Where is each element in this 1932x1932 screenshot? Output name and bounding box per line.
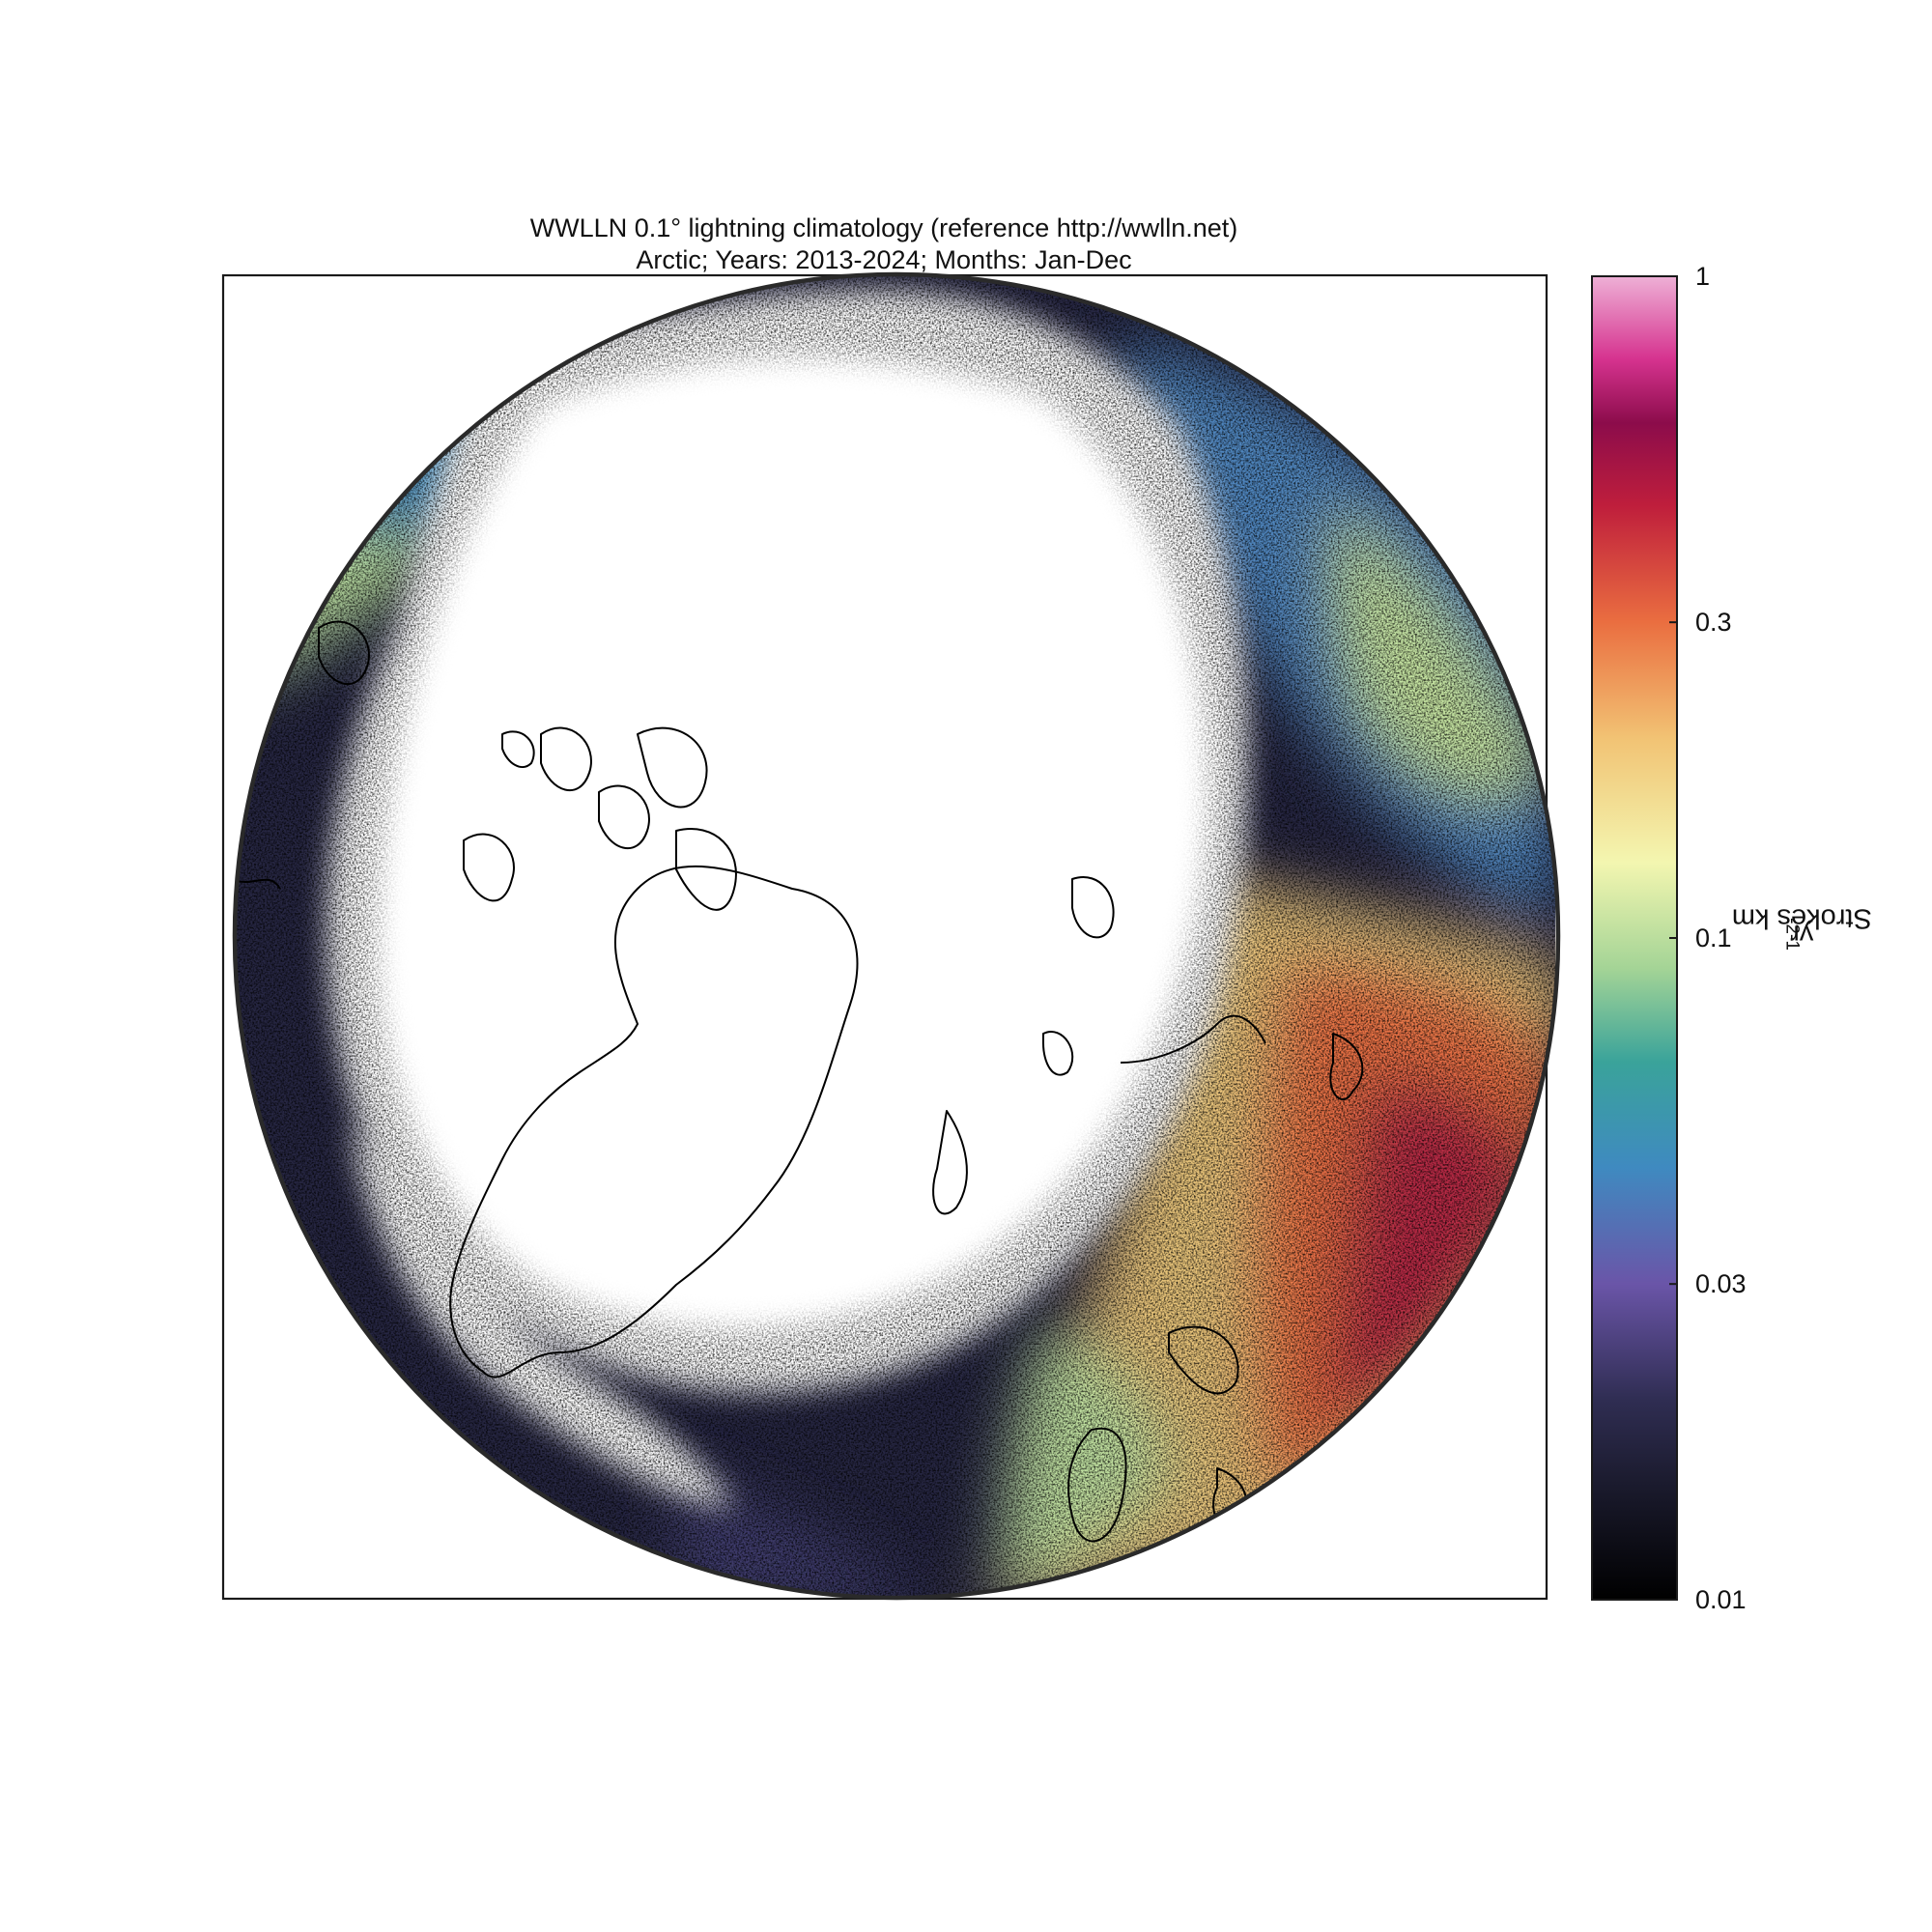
colorbar-tick-label: 0.03 [1695,1269,1747,1299]
colorbar-tick-label: 0.3 [1695,608,1732,638]
colorbar-tick-label: 0.01 [1695,1585,1747,1614]
colorbar [1591,275,1678,1601]
colorbar-gradient [1591,275,1678,1601]
coastlines [235,620,1364,1543]
greenland-coast [449,865,859,1378]
title-line-1: WWLLN 0.1° lightning climatology (refere… [529,213,1238,242]
map-boundary [232,271,1561,1601]
colorbar-tick-label: 1 [1695,262,1711,291]
colorbar-tick-label: 0.1 [1695,923,1732,952]
colorbar-label-time: yr [1790,919,1814,951]
density-layer [235,274,1558,1598]
novaya-zemlya-coast [932,1110,968,1215]
title-line-2: Arctic; Years: 2013-2024; Months: Jan-De… [636,245,1132,274]
scandinavia-coast [1067,1427,1127,1543]
